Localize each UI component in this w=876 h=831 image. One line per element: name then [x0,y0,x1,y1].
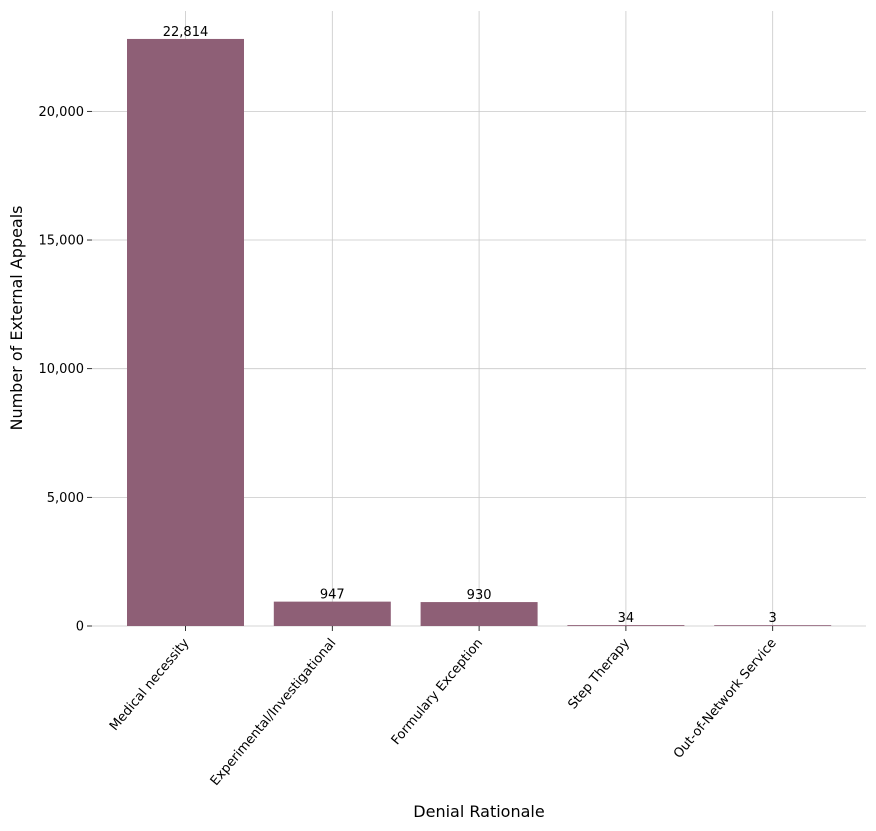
data-label: 34 [618,611,635,626]
bar [714,625,832,626]
x-axis: Medical necessity Experimental/Investigat… [107,626,780,789]
y-tick-label: 15,000 [39,234,85,249]
x-tick-label: Formulary Exception [389,636,486,748]
y-tick-label: 10,000 [39,362,85,377]
data-label: 22,814 [163,25,209,40]
bar [273,601,391,626]
y-axis: 0 5,000 10,000 15,000 20,000 [39,105,92,635]
x-axis-title: Denial Rationale [413,802,544,821]
bar [127,38,244,626]
x-tick-label: Step Therapy [565,636,633,713]
x-tick-label: Out-of-Network Service [671,636,780,762]
x-tick-label: Medical necessity [107,636,193,734]
y-tick-label: 0 [76,620,84,635]
x-tick-label: Experimental/Investigational [208,636,340,789]
data-label: 947 [320,588,345,603]
data-label: 3 [769,611,777,626]
bar [420,602,538,626]
bars [127,38,832,626]
data-label: 930 [467,588,492,603]
bar [567,625,685,626]
data-labels: 22,814 947 930 34 3 [163,25,777,626]
y-axis-title: Number of External Appeals [7,205,26,430]
y-tick-label: 5,000 [47,491,84,506]
y-tick-label: 20,000 [39,105,85,120]
